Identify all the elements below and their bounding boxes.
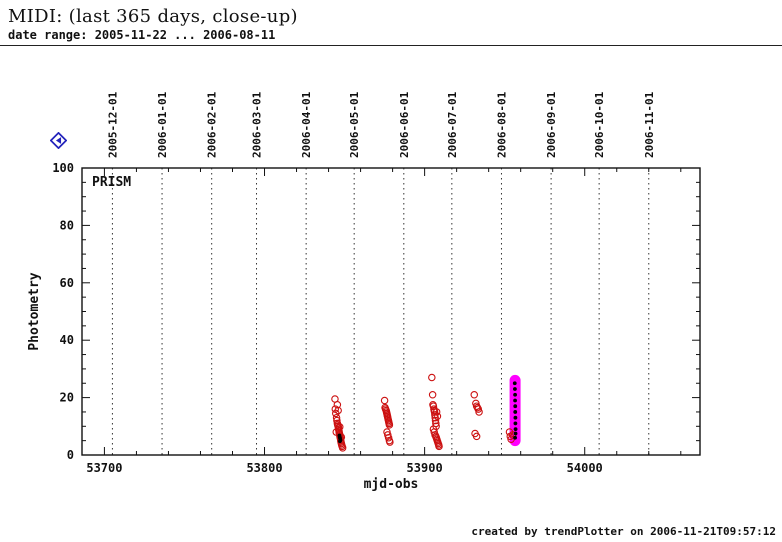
data-point <box>332 428 340 436</box>
date-range-subtitle: date range: 2005-11-22 ... 2006-08-11 <box>8 28 276 42</box>
data-point <box>475 408 483 416</box>
data-point <box>435 442 443 451</box>
x-tick-label: 54000 <box>567 461 603 475</box>
top-axis-date-label: 2006-08-01 <box>495 91 508 158</box>
data-point <box>513 431 518 436</box>
data-point <box>513 410 518 414</box>
top-axis-date-label: 2006-02-01 <box>206 91 219 158</box>
data-point <box>470 390 479 399</box>
data-point <box>333 401 342 409</box>
y-tick-label: 100 <box>52 161 74 175</box>
nav-diamond-icon[interactable] <box>49 131 68 150</box>
header: MIDI: (last 365 days, close-up) date ran… <box>0 0 782 46</box>
top-axis-date-label: 2006-01-01 <box>156 91 169 158</box>
data-point <box>513 387 517 391</box>
data-point <box>513 392 517 397</box>
top-axis-date-label: 2005-12-01 <box>106 91 119 158</box>
top-axis-date-label: 2006-06-01 <box>398 91 411 158</box>
data-point <box>428 390 437 399</box>
y-axis-label: Photometry <box>27 272 42 350</box>
data-point <box>513 404 518 409</box>
y-tick-label: 60 <box>60 276 74 290</box>
top-axis-date-label: 2006-10-01 <box>593 91 606 158</box>
data-point <box>385 421 394 429</box>
data-point <box>332 413 341 422</box>
data-point <box>513 415 518 420</box>
x-tick-label: 53700 <box>86 461 122 475</box>
data-point <box>513 427 518 432</box>
x-tick-label: 53900 <box>407 461 443 475</box>
y-tick-label: 40 <box>60 333 74 347</box>
top-axis-date-label: 2006-04-01 <box>300 91 313 158</box>
top-axis-date-label: 2006-07-01 <box>446 91 459 158</box>
data-point <box>338 444 347 452</box>
x-axis-label: mjd-obs <box>364 477 419 492</box>
top-axis-date-label: 2006-05-01 <box>348 91 361 158</box>
data-point <box>472 432 481 441</box>
data-point <box>334 406 342 415</box>
data-point <box>513 421 518 426</box>
y-tick-label: 20 <box>60 391 74 405</box>
top-axis-date-label: 2006-11-01 <box>643 91 656 158</box>
data-point <box>428 373 436 382</box>
data-point <box>338 439 342 444</box>
page-title: MIDI: (last 365 days, close-up) <box>8 6 298 27</box>
y-tick-label: 80 <box>60 218 74 232</box>
top-axis-date-label: 2006-03-01 <box>251 91 264 158</box>
data-point <box>512 381 517 386</box>
plot-border <box>81 167 701 456</box>
data-point <box>386 438 394 446</box>
credit-line: created by trendPlotter on 2006-11-21T09… <box>471 525 776 538</box>
y-tick-label: 0 <box>67 448 74 462</box>
data-point <box>432 408 441 416</box>
top-axis-date-label: 2006-09-01 <box>545 91 558 158</box>
instrument-mode-label: PRISM <box>92 175 131 190</box>
diamond-back-arrow-icon <box>49 131 68 150</box>
x-tick-label: 53800 <box>246 461 282 475</box>
header-divider <box>0 45 782 46</box>
data-point <box>433 412 442 421</box>
data-point <box>336 423 344 431</box>
data-point <box>513 398 517 403</box>
data-point <box>431 416 440 425</box>
data-point <box>513 435 517 440</box>
data-point <box>380 396 389 405</box>
